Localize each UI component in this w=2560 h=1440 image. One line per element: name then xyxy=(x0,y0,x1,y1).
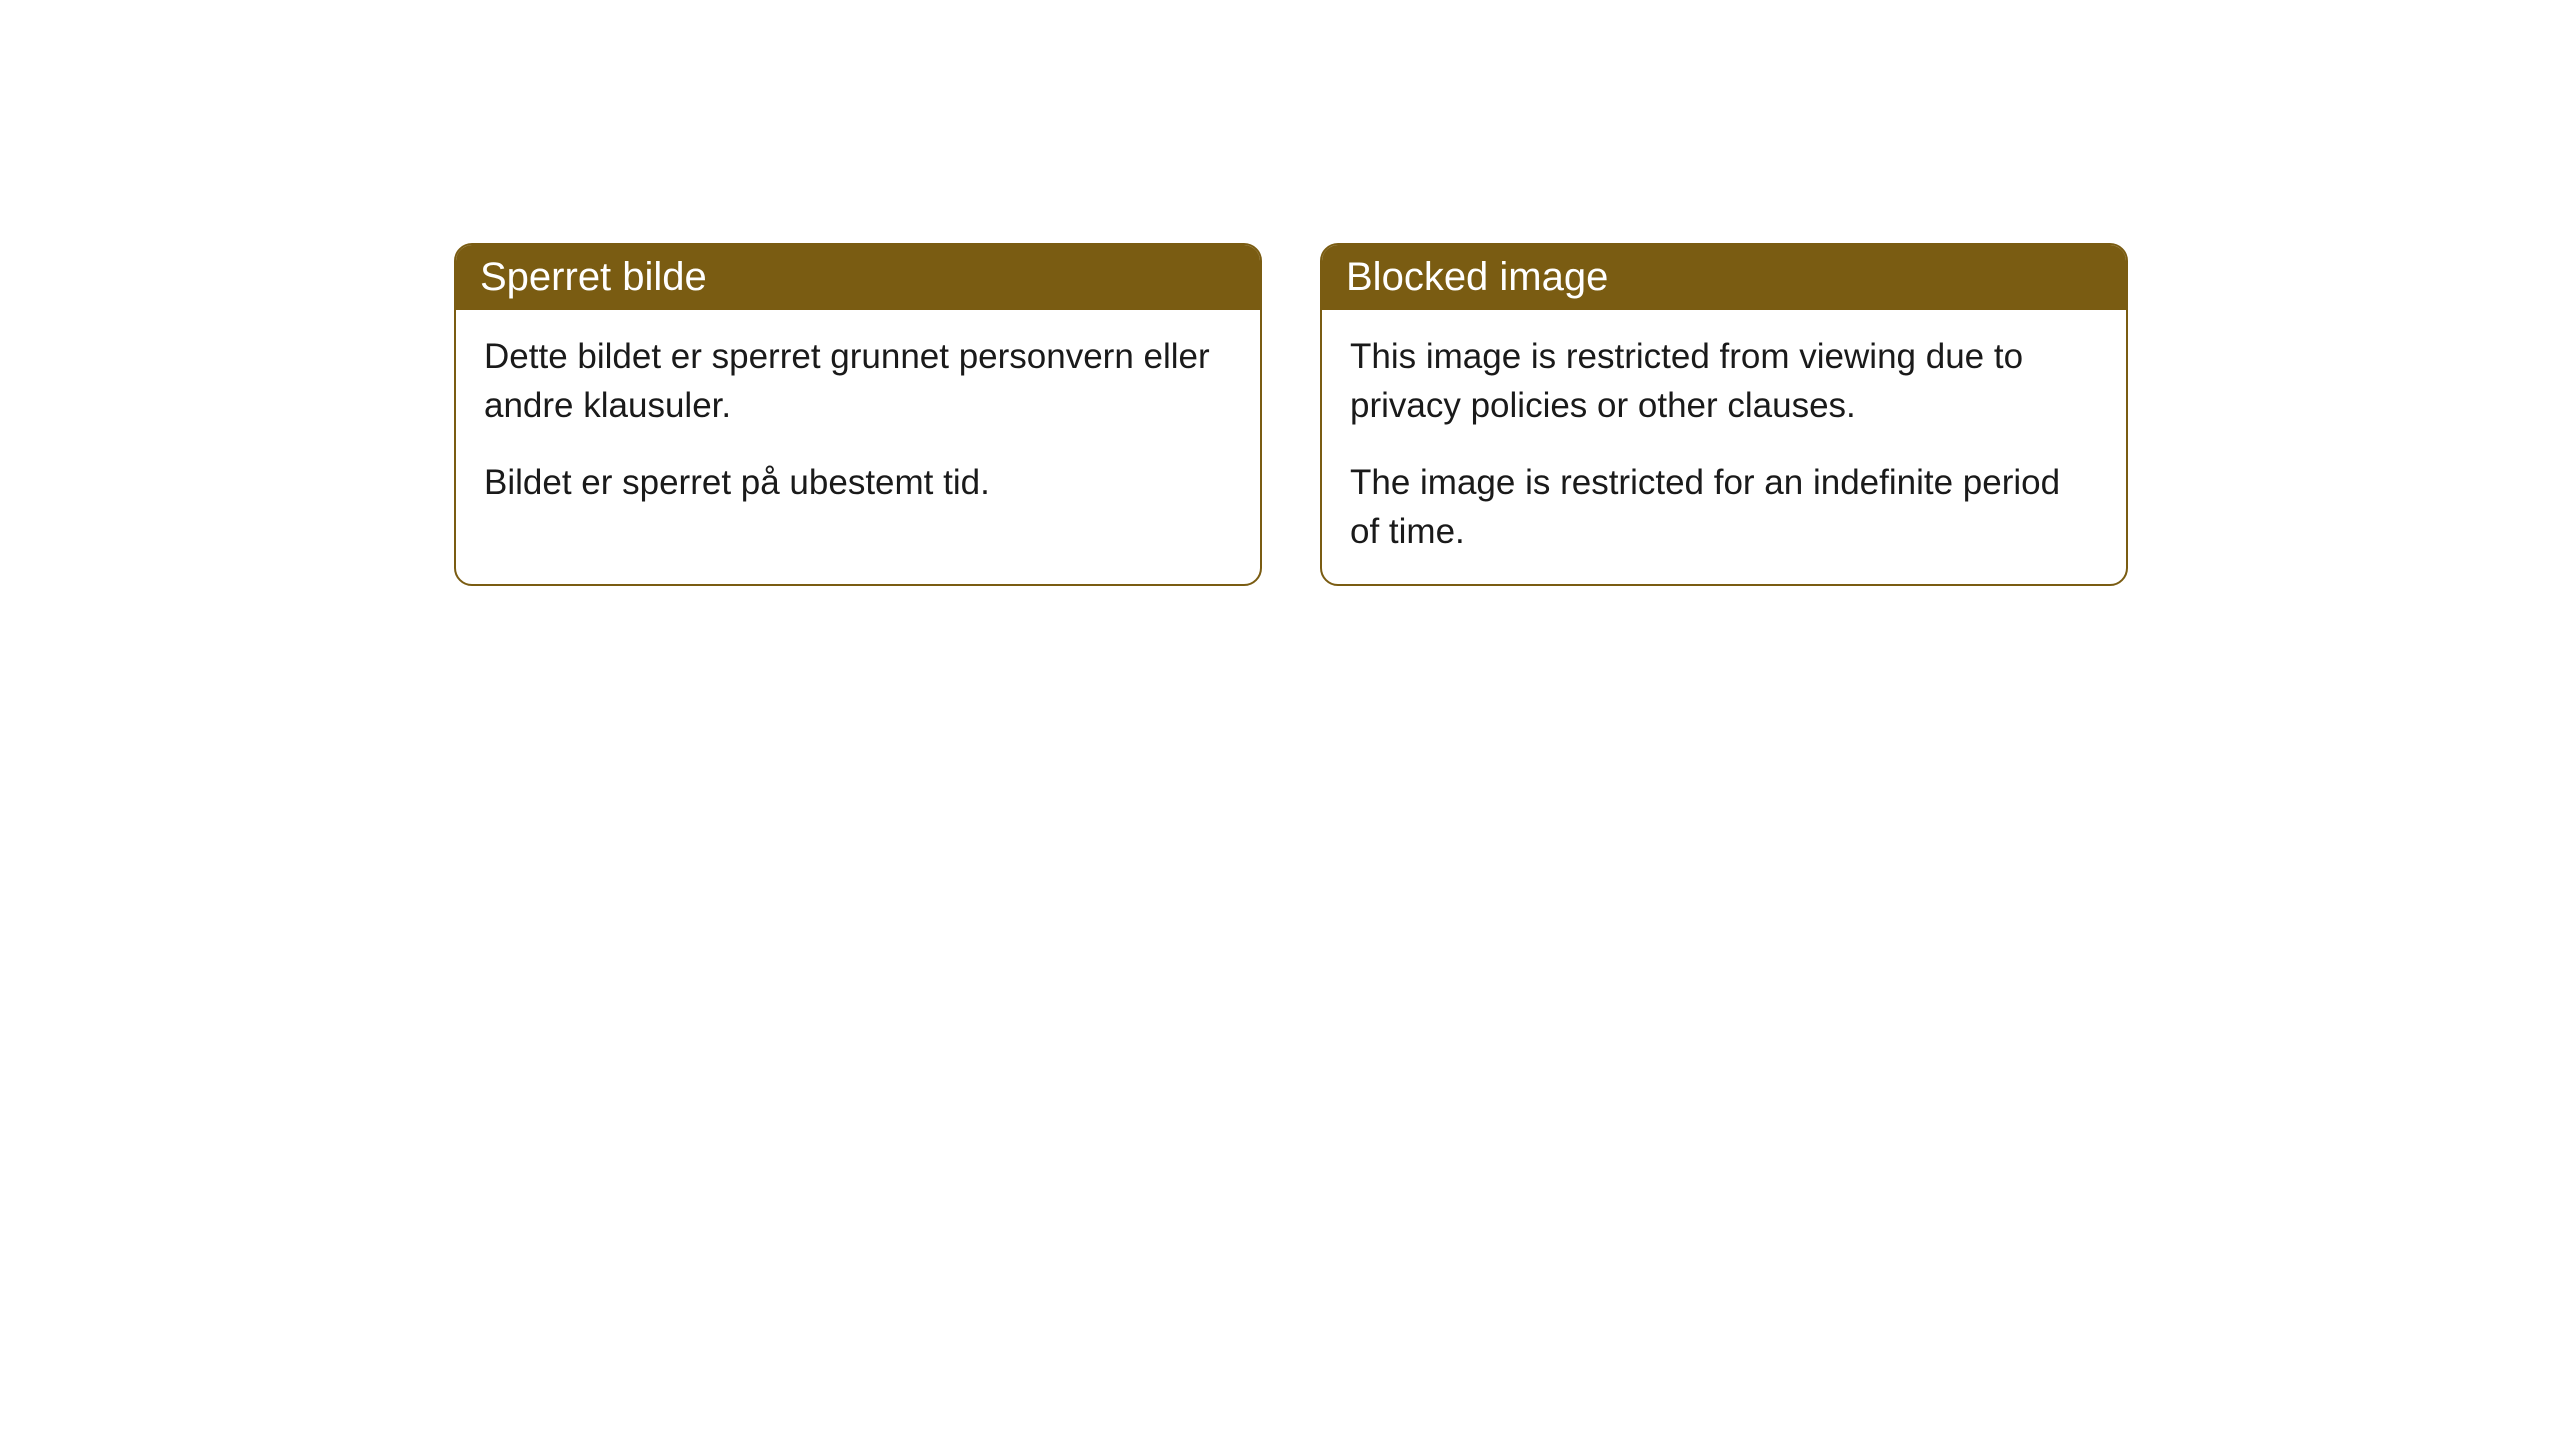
notice-cards-container: Sperret bilde Dette bildet er sperret gr… xyxy=(454,243,2560,586)
card-paragraph-2: Bildet er sperret på ubestemt tid. xyxy=(484,458,1232,507)
card-header: Sperret bilde xyxy=(456,245,1260,310)
card-body: Dette bildet er sperret grunnet personve… xyxy=(456,310,1260,535)
card-paragraph-1: Dette bildet er sperret grunnet personve… xyxy=(484,332,1232,430)
blocked-image-card-en: Blocked image This image is restricted f… xyxy=(1320,243,2128,586)
blocked-image-card-no: Sperret bilde Dette bildet er sperret gr… xyxy=(454,243,1262,586)
card-title: Blocked image xyxy=(1346,255,1608,299)
card-header: Blocked image xyxy=(1322,245,2126,310)
card-paragraph-1: This image is restricted from viewing du… xyxy=(1350,332,2098,430)
card-paragraph-2: The image is restricted for an indefinit… xyxy=(1350,458,2098,556)
card-body: This image is restricted from viewing du… xyxy=(1322,310,2126,584)
card-title: Sperret bilde xyxy=(480,255,707,299)
